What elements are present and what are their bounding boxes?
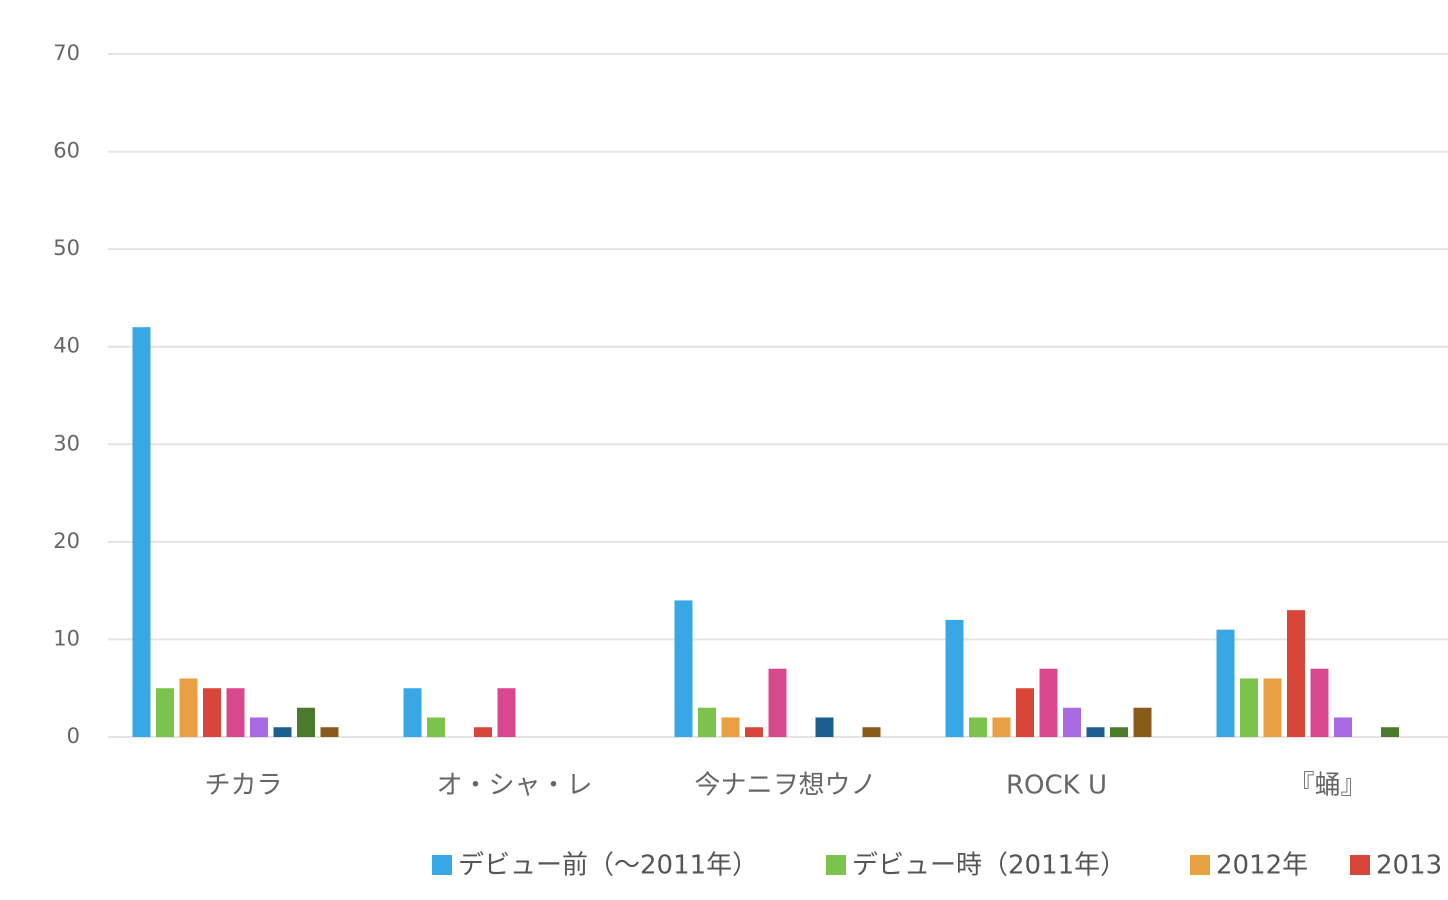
bar bbox=[1287, 610, 1305, 737]
bar bbox=[1263, 678, 1282, 737]
bar bbox=[297, 707, 315, 737]
bar bbox=[1086, 727, 1105, 737]
y-tick-label: 40 bbox=[53, 334, 80, 358]
legend-swatch bbox=[826, 855, 846, 875]
bar bbox=[320, 727, 339, 737]
bar bbox=[273, 727, 292, 737]
y-tick-label: 60 bbox=[53, 139, 80, 163]
bar bbox=[815, 717, 834, 737]
y-tick-label: 30 bbox=[53, 431, 80, 455]
bar bbox=[1310, 668, 1329, 737]
legend-swatch bbox=[1350, 855, 1370, 875]
bar bbox=[1240, 678, 1258, 737]
x-tick-label: 『蛹』 bbox=[1288, 771, 1366, 801]
legend-swatch bbox=[432, 855, 452, 875]
x-tick-label: 今ナニヲ想ウノ bbox=[694, 771, 876, 801]
bar bbox=[1133, 707, 1152, 737]
y-tick-label: 0 bbox=[67, 724, 80, 748]
bar bbox=[1063, 707, 1081, 737]
bar bbox=[698, 707, 716, 737]
bar bbox=[992, 717, 1011, 737]
bar bbox=[745, 727, 763, 737]
bar bbox=[1381, 727, 1399, 737]
bar bbox=[674, 600, 693, 737]
bar bbox=[226, 688, 245, 737]
y-tick-label: 70 bbox=[53, 41, 80, 65]
bar bbox=[179, 678, 198, 737]
legend-label: 2012年 bbox=[1216, 851, 1308, 881]
legend-label: デビュー前（〜2011年） bbox=[458, 851, 758, 881]
bar bbox=[969, 717, 987, 737]
bar bbox=[721, 717, 740, 737]
bar bbox=[768, 668, 787, 737]
bar bbox=[862, 727, 881, 737]
y-tick-label: 10 bbox=[53, 626, 80, 650]
x-tick-label: オ・シャ・レ bbox=[436, 771, 592, 801]
bar bbox=[1110, 727, 1128, 737]
bar bbox=[132, 327, 151, 737]
bar bbox=[403, 688, 422, 737]
bar bbox=[1039, 668, 1058, 737]
legend-label: デビュー時（2011年） bbox=[852, 851, 1126, 881]
bar bbox=[497, 688, 516, 737]
y-tick-label: 20 bbox=[53, 529, 80, 553]
legend-swatch bbox=[1190, 855, 1210, 875]
bar bbox=[250, 717, 268, 737]
x-tick-label: ROCK U bbox=[1006, 771, 1107, 801]
bar bbox=[1334, 717, 1352, 737]
legend-label: 2013 bbox=[1376, 851, 1442, 881]
bar bbox=[203, 688, 221, 737]
bar bbox=[427, 717, 445, 737]
bar bbox=[1216, 629, 1235, 737]
bar bbox=[156, 688, 174, 737]
bar bbox=[474, 727, 492, 737]
y-tick-label: 50 bbox=[53, 236, 80, 260]
x-tick-label: チカラ bbox=[204, 771, 282, 801]
bar bbox=[1016, 688, 1034, 737]
bar bbox=[945, 619, 964, 737]
